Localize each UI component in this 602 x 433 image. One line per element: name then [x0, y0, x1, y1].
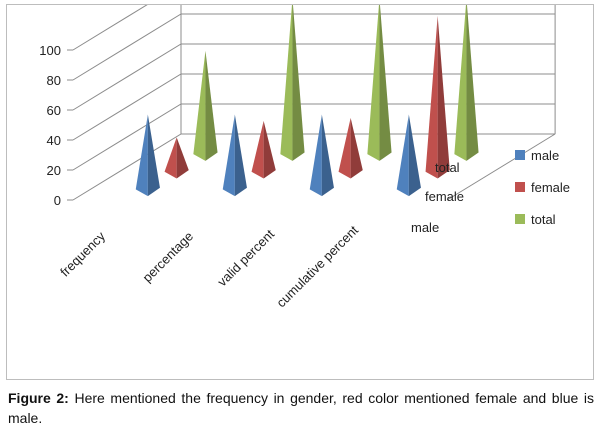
legend-entry: total: [515, 212, 556, 227]
gridline: [72, 0, 156, 51]
pyramid-female-cumulative-percent: [425, 15, 450, 179]
pyramid-face-left: [251, 120, 264, 179]
legend-label: male: [531, 148, 559, 163]
x-axis-category-labels: frequency percentage valid percentcumulati…: [57, 222, 361, 310]
pyramid-total-percentage: [280, 0, 305, 161]
pyramid-face-left: [454, 0, 467, 161]
pyramid-face-right: [466, 0, 479, 161]
pyramid-total-frequency: [193, 50, 218, 161]
y-tick-label: 60: [47, 103, 61, 118]
category-label: percentage: [140, 229, 197, 286]
legend-entry: male: [515, 148, 559, 163]
gridline: [72, 43, 556, 111]
pyramid-face-left: [309, 114, 322, 197]
pyramid-face-left: [425, 15, 438, 179]
pyramid-male-cumulative-percent: [396, 114, 421, 197]
pyramid-female-frequency: [164, 137, 189, 179]
pyramid-face-right: [263, 120, 276, 179]
gridline: [72, 13, 556, 81]
pyramid-face-right: [379, 0, 392, 161]
pyramid-male-percentage: [222, 114, 247, 197]
chart-frame: 0 20 40 60 80 100 frequency percentage valid pe…: [6, 0, 594, 380]
y-tick-label: 0: [54, 193, 61, 208]
pyramid-female-valid-percent: [338, 117, 363, 179]
y-tick-label: 100: [39, 43, 61, 58]
category-label: frequency: [57, 228, 108, 279]
legend-label: total: [531, 212, 556, 227]
legend-swatch: [515, 150, 525, 160]
pyramid-male-frequency: [135, 114, 160, 197]
pyramid-total-cumulative-percent: [454, 0, 479, 161]
pyramid-face-left: [135, 114, 148, 197]
legend-entry: female: [515, 180, 570, 195]
pyramid-face-right: [408, 114, 421, 197]
legend-label: female: [531, 180, 570, 195]
gridline: [72, 73, 556, 141]
y-axis-ticks: 0 20 40 60 80 100: [39, 43, 73, 208]
pyramid-male-valid-percent: [309, 114, 334, 197]
legend-swatch: [515, 214, 525, 224]
pyramid-face-left: [396, 114, 409, 197]
pyramid-face-left: [193, 50, 206, 161]
pyramid-face-left: [164, 137, 177, 179]
legend: male female total: [515, 148, 570, 227]
caption-label: Figure 2:: [8, 390, 69, 406]
pyramid-face-left: [338, 117, 351, 179]
y-tick-label: 20: [47, 163, 61, 178]
pyramid-face-right: [147, 114, 160, 197]
y-tick-label: 80: [47, 73, 61, 88]
category-label: valid percent: [214, 226, 277, 289]
floor-edge: [446, 133, 556, 201]
pyramid-chart: 0 20 40 60 80 100 frequency percentage valid pe…: [39, 0, 570, 310]
legend-swatch: [515, 182, 525, 192]
pyramid-face-left: [367, 0, 380, 161]
pyramid-face-right: [205, 50, 218, 161]
pyramid-total-valid-percent: [367, 0, 392, 161]
caption-text: Here mentioned the frequency in gender, …: [8, 390, 594, 426]
pyramid-female-percentage: [251, 120, 276, 179]
pyramid-face-left: [222, 114, 235, 197]
depth-label: male: [411, 220, 439, 235]
figure-caption: Figure 2: Here mentioned the frequency i…: [8, 388, 594, 428]
pyramid-face-right: [350, 117, 363, 179]
pyramids: [135, 0, 479, 197]
depth-axis-labels: male female total: [411, 160, 464, 235]
depth-label: total: [435, 160, 460, 175]
pyramid-face-right: [437, 15, 450, 179]
y-tick-label: 40: [47, 133, 61, 148]
pyramid-face-left: [280, 0, 293, 161]
pyramid-face-right: [176, 137, 189, 179]
pyramid-face-right: [234, 114, 247, 197]
category-label: cumulative percent: [273, 222, 361, 310]
depth-label: female: [425, 189, 464, 204]
pyramid-face-right: [321, 114, 334, 197]
pyramid-face-right: [292, 0, 305, 161]
